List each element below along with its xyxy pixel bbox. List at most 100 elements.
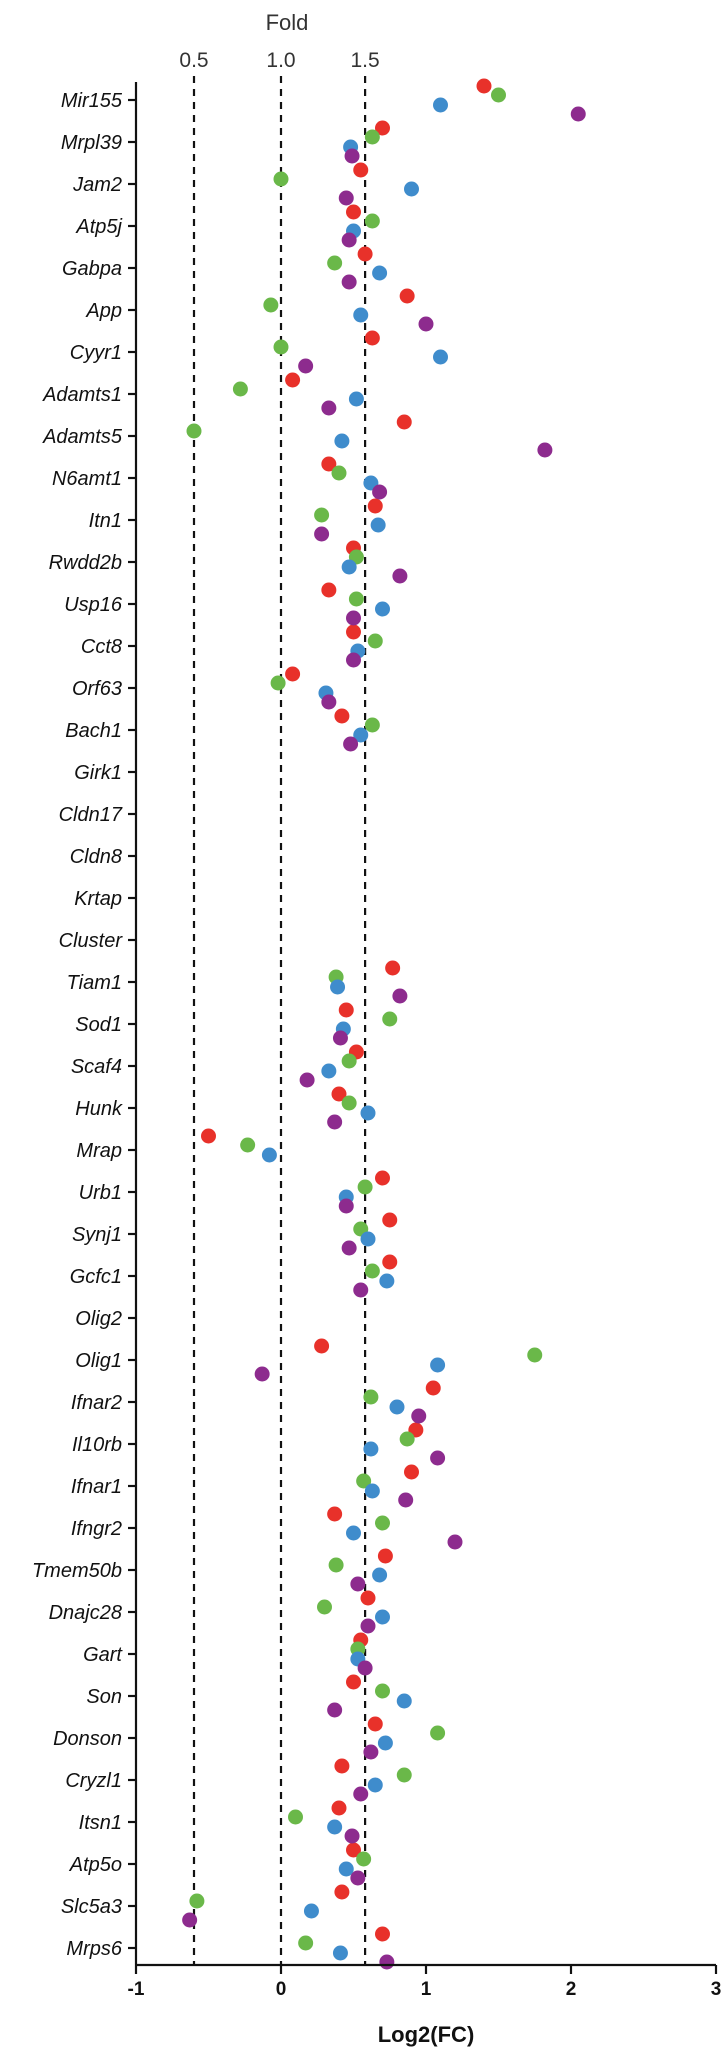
data-point <box>363 1441 379 1457</box>
gene-label: Olig2 <box>75 1308 122 1330</box>
fold-tick-label: 1.5 <box>350 49 379 72</box>
data-point <box>344 148 360 164</box>
data-point <box>270 675 286 691</box>
data-point <box>375 1609 390 1625</box>
data-point <box>341 274 357 290</box>
data-point <box>379 1954 395 1970</box>
data-point <box>343 736 359 752</box>
axes: -1 0 1 2 3 <box>128 82 721 2000</box>
gene-label: Cryzl1 <box>65 1770 122 1792</box>
data-point <box>356 1473 372 1489</box>
data-point <box>527 1347 543 1363</box>
data-point <box>341 1095 357 1111</box>
data-point <box>334 1758 350 1774</box>
data-point <box>430 1725 446 1741</box>
data-point <box>389 1399 405 1415</box>
data-point <box>404 181 419 197</box>
data-point <box>303 1903 319 1919</box>
gene-label: Gcfc1 <box>70 1266 122 1288</box>
data-point <box>317 1599 332 1615</box>
data-point <box>321 400 337 416</box>
data-point <box>364 129 380 145</box>
gene-label: Ifngr2 <box>71 1518 122 1540</box>
gene-label: Usp16 <box>64 594 123 616</box>
data-point <box>353 162 369 178</box>
data-point <box>382 1011 398 1027</box>
data-point <box>273 171 289 187</box>
data-point <box>273 339 289 355</box>
data-point <box>189 1893 205 1909</box>
data-point <box>447 1534 463 1550</box>
data-point <box>334 708 350 724</box>
gene-label: Bach1 <box>65 720 122 742</box>
data-point <box>350 1576 366 1592</box>
gene-label: Olig1 <box>75 1350 122 1372</box>
data-point <box>321 582 337 598</box>
data-point <box>261 1147 277 1163</box>
data-point <box>348 391 364 407</box>
fold-tick-label: 0.5 <box>179 49 208 72</box>
data-point <box>372 484 388 500</box>
data-point <box>288 1809 303 1825</box>
data-point <box>341 559 357 575</box>
data-point <box>364 1263 380 1279</box>
data-point <box>314 526 330 542</box>
reference-lines <box>192 76 367 1965</box>
data-point <box>377 1735 393 1751</box>
gene-label: Itn1 <box>89 510 122 532</box>
data-point <box>321 1063 337 1079</box>
x-tick-label: -1 <box>128 1979 145 2000</box>
data-point <box>372 1567 388 1583</box>
data-point <box>433 349 448 365</box>
x-tick-label: 1 <box>421 1979 432 2000</box>
data-point <box>341 1053 357 1069</box>
data-point <box>399 1431 415 1447</box>
data-point <box>418 316 434 332</box>
gene-label: Atp5o <box>69 1854 122 1876</box>
gene-label: Ifnar2 <box>71 1392 122 1414</box>
data-point <box>341 1240 357 1256</box>
data-point <box>357 1179 373 1195</box>
gene-label: Gabpa <box>62 258 122 280</box>
data-point <box>404 1464 419 1480</box>
data-point <box>360 1590 376 1606</box>
data-point <box>201 1128 216 1144</box>
x-tick-label: 2 <box>566 1979 577 2000</box>
data-point <box>186 423 202 439</box>
gene-label: Adamts5 <box>42 426 123 448</box>
data-point <box>570 106 586 122</box>
gene-label: Orf63 <box>72 678 122 700</box>
data-point <box>370 517 386 533</box>
gene-labels: Mir155 Mrpl39 Jam2 Atp5j Gabpa App Cyyr1 Adamts… <box>32 90 123 1960</box>
data-point <box>327 1506 343 1522</box>
data-point <box>398 1492 414 1508</box>
gene-label: Tiam1 <box>67 972 122 994</box>
data-point <box>357 1660 373 1676</box>
data-point <box>334 1884 350 1900</box>
data-point <box>360 1618 376 1634</box>
data-point <box>476 78 492 94</box>
gene-label: Rwdd2b <box>49 552 122 574</box>
gene-label: Atp5j <box>75 216 122 238</box>
gene-label: Jam2 <box>72 174 122 196</box>
top-axis-title: Fold <box>266 10 309 35</box>
data-points <box>182 78 586 1970</box>
data-point <box>367 498 383 514</box>
data-point <box>338 1198 354 1214</box>
data-point <box>314 507 330 523</box>
data-point <box>330 979 346 995</box>
data-point <box>341 232 357 248</box>
data-point <box>331 465 347 481</box>
data-point <box>327 1702 343 1718</box>
data-point <box>334 433 350 449</box>
gene-label: Itsn1 <box>79 1812 122 1834</box>
gene-label: Synj1 <box>72 1224 122 1246</box>
data-point <box>396 1693 412 1709</box>
data-point <box>254 1366 270 1382</box>
gene-label: Urb1 <box>79 1182 122 1204</box>
gene-label: Sod1 <box>75 1014 122 1036</box>
data-point <box>321 456 337 472</box>
gene-label: Mrps6 <box>66 1938 122 1960</box>
gene-label: Hunk <box>75 1098 123 1120</box>
